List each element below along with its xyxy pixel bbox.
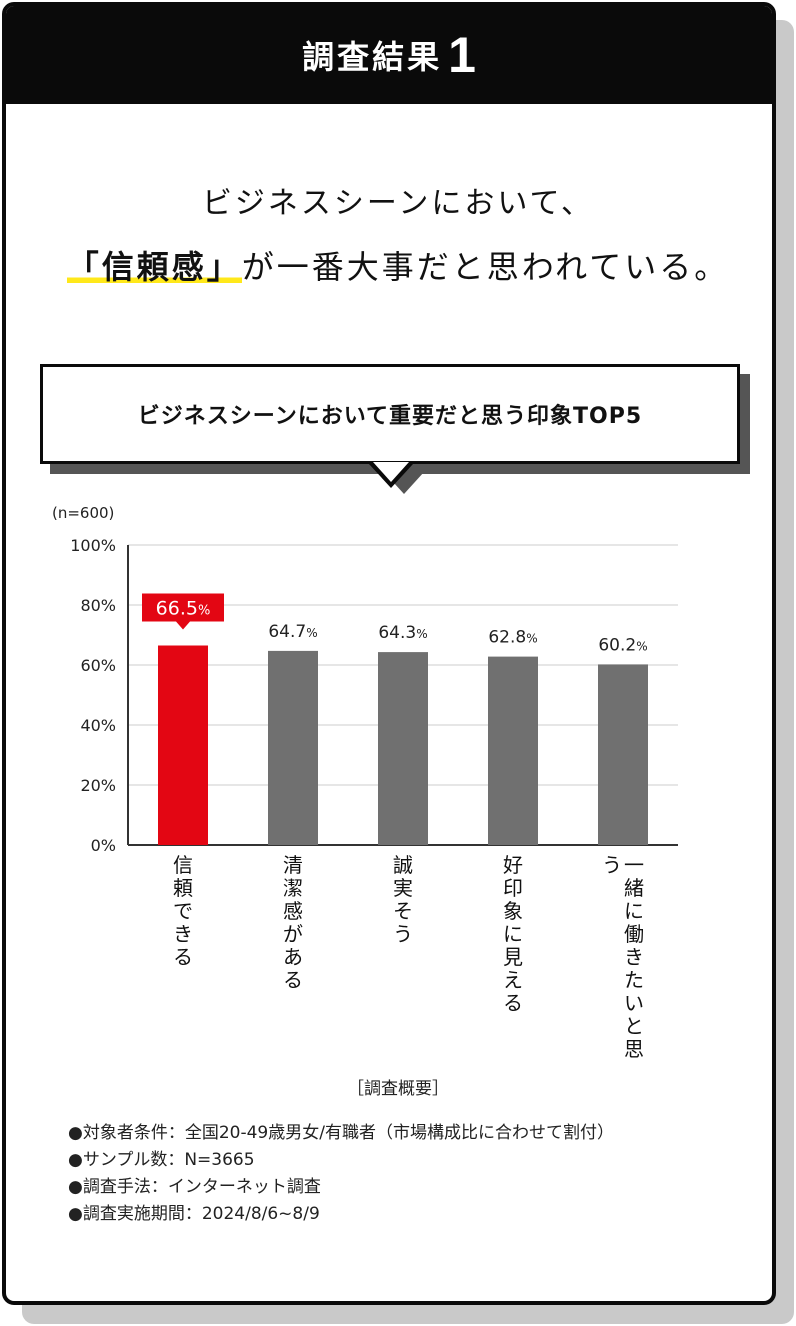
headline-highlight: 「信頼感」 [66,248,242,286]
data-label: 60.2% [598,635,647,655]
data-label: 66.5% [156,598,211,620]
x-category-label: 信頼できる [173,853,193,969]
card-header: 調査結果 1 [6,6,772,104]
headline-rest: が一番大事だと思われている。 [241,248,730,286]
y-tick-label: 80% [80,596,116,615]
y-tick-label: 0% [91,836,116,855]
survey-note: ●サンプル数：N=3665 [68,1150,255,1170]
x-category-label: 誠実そう [393,853,413,946]
header-number: 1 [448,27,476,83]
survey-heading: ［調査概要］ [347,1079,449,1099]
headline-line1: ビジネスシーンにおいて、 [201,186,595,221]
headline-line2: 「信頼感」が一番大事だと思われている。 [0,242,796,288]
bubble-tail-fill [373,462,409,482]
bar [488,656,538,845]
x-category-label: 清潔感がある [283,853,303,992]
bar [268,650,318,845]
data-label: 64.7% [268,622,317,642]
y-tick-label: 60% [80,656,116,675]
sample-size-label: (n=600) [52,504,114,522]
header-title: 調査結果 [302,38,443,76]
chart-title-bubble: ビジネスシーンにおいて重要だと思う印象TOP5 [40,364,740,464]
x-category-label: 一緒に働きたいと思う [602,853,644,1060]
y-tick-label: 100% [70,536,116,555]
y-tick-label: 20% [80,776,116,795]
chart-title: ビジネスシーンにおいて重要だと思う印象TOP5 [137,404,643,429]
survey-note: ●対象者条件：全国20-49歳男女/有職者（市場構成比に合わせて割付） [68,1123,614,1143]
bar [378,652,428,845]
survey-note: ●調査手法：インターネット調査 [68,1177,321,1197]
highlight-label-pointer [176,621,190,630]
survey-note: ●調査実施期間：2024/8/6~8/9 [68,1204,320,1224]
data-label: 62.8% [488,628,537,648]
data-label: 64.3% [378,623,427,643]
highlight-label-box [142,593,224,622]
survey-notes: ●対象者条件：全国20-49歳男女/有職者（市場構成比に合わせて割付） ●サンプ… [68,1120,614,1228]
bar [158,645,208,845]
x-category-label: 好印象に見える [503,853,523,1015]
bar-chart: (n=600) 0% 20% 40% 60% 80% 100% 66.5% 信頼できる 64.7%… [52,504,678,1060]
bar [598,664,648,845]
y-tick-label: 40% [80,716,116,735]
